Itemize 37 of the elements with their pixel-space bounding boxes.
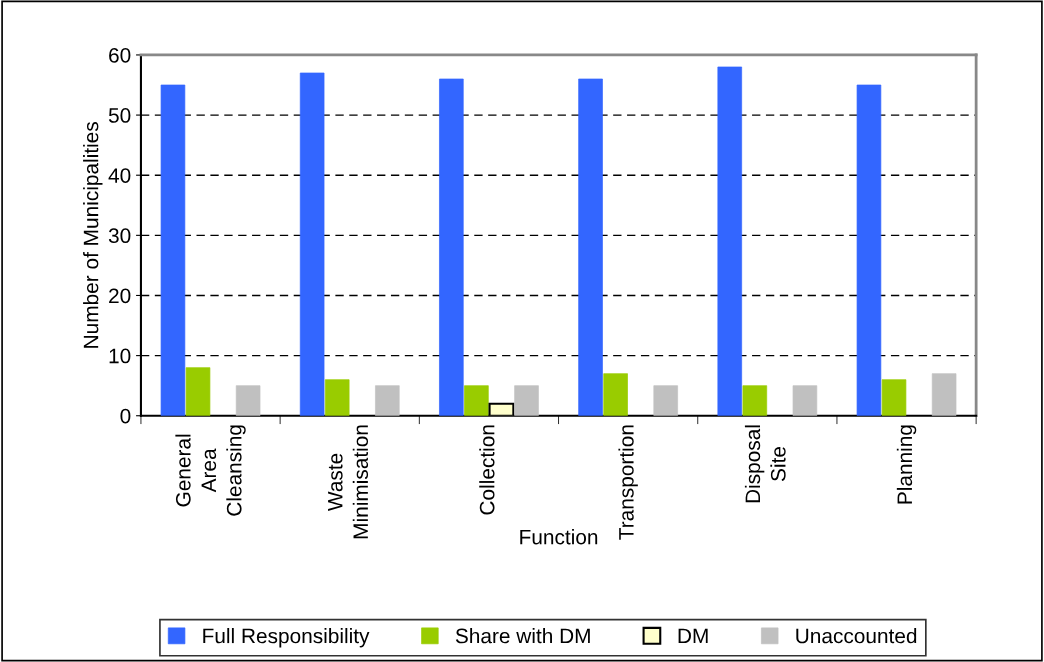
- y-axis-title: Number of Municipalities: [83, 122, 103, 348]
- bar: [235, 385, 261, 416]
- legend-label: Full Responsibility: [203, 628, 370, 648]
- bar: [299, 72, 325, 416]
- bar: [514, 385, 539, 416]
- y-tick-label: 30: [108, 228, 131, 244]
- y-tick-label: 10: [109, 348, 131, 364]
- bar: [464, 385, 489, 416]
- x-tick-label: Disposal Site: [744, 425, 786, 503]
- bar: [185, 367, 211, 416]
- x-tick-label: Transportion: [618, 425, 638, 540]
- bar: [856, 84, 882, 416]
- x-tick-label: Collection: [479, 425, 495, 515]
- bar: [603, 373, 628, 416]
- bar: [653, 385, 678, 416]
- x-tick-label: Planning: [896, 425, 917, 504]
- y-tick-label: 50: [108, 108, 131, 123]
- legend-label: Share with DM: [455, 628, 590, 644]
- x-axis-title: Function: [520, 529, 598, 545]
- y-tick-label: 20: [109, 288, 131, 304]
- bar: [439, 78, 464, 416]
- legend-label: Unaccounted: [796, 628, 917, 644]
- bar: [742, 385, 768, 416]
- x-tick-label: General Area Cleansing: [175, 425, 246, 516]
- y-tick-label: 40: [108, 168, 131, 183]
- bar: [160, 84, 186, 416]
- bar: [881, 379, 907, 416]
- bar: [792, 385, 818, 416]
- bar: [324, 379, 350, 416]
- bar: [717, 66, 743, 416]
- y-tick-label: 60: [109, 47, 131, 63]
- legend-label: DM: [678, 628, 708, 644]
- x-tick-label: Waste Minimisation: [328, 425, 369, 539]
- bar: [375, 385, 400, 416]
- bar: [931, 373, 957, 416]
- bar: [578, 78, 603, 416]
- y-tick-label: 0: [120, 408, 131, 424]
